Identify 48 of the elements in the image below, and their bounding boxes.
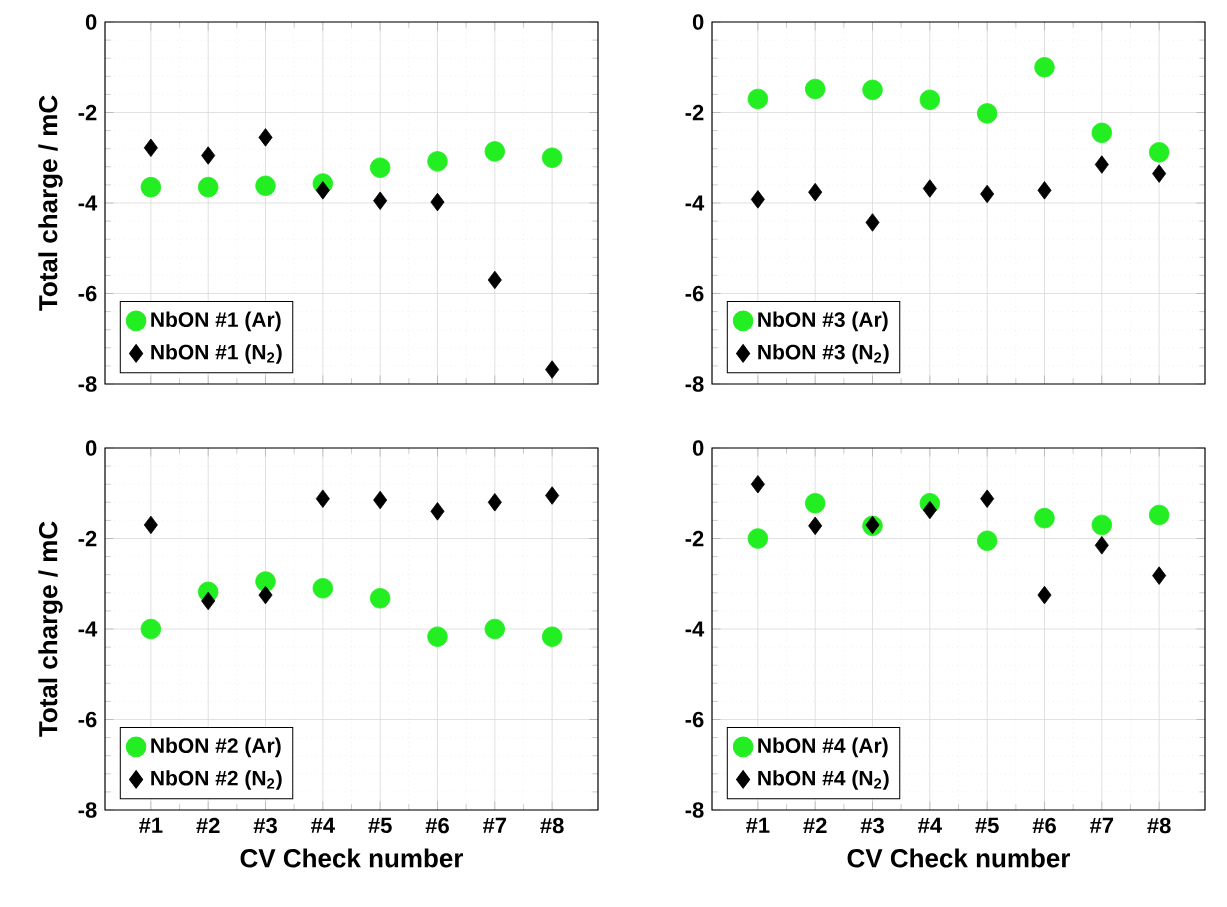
x-tick-label: #1 xyxy=(746,817,770,833)
x-tick-label: #8 xyxy=(540,817,564,834)
x-tick-label: #7 xyxy=(1089,817,1114,833)
x-axis-title: CV Check number xyxy=(847,848,1071,868)
y-axis-title: Total charge / mC xyxy=(38,521,63,737)
y-tick-label: -8 xyxy=(78,376,97,392)
x-tick-label: #5 xyxy=(975,817,999,834)
x-tick-label: #6 xyxy=(1032,817,1056,834)
legend-label: NbON #2 (Ar) xyxy=(151,737,281,758)
y-tick-label: -4 xyxy=(78,195,98,211)
legend-label: NbON #3 (N$_{2}$) xyxy=(758,344,889,364)
y-tick-label: -2 xyxy=(685,104,704,121)
legend-label: NbON #4 (Ar) xyxy=(758,737,888,758)
x-tick-label: #2 xyxy=(803,817,827,834)
y-tick-label: -6 xyxy=(78,285,97,302)
x-tick-label: #3 xyxy=(860,817,884,834)
x-tick-label: #2 xyxy=(196,817,220,834)
x-tick-label: #1 xyxy=(139,817,163,833)
legend-label: NbON #3 (Ar) xyxy=(758,311,888,332)
x-tick-label: #4 xyxy=(310,817,335,833)
y-tick-label: -6 xyxy=(685,285,704,302)
legend-label: NbON #1 (Ar) xyxy=(151,311,281,332)
x-tick-label: #3 xyxy=(253,817,277,834)
x-tick-label: #6 xyxy=(425,817,449,834)
y-tick-label: -4 xyxy=(685,195,705,211)
y-tick-label: 0 xyxy=(85,440,97,456)
x-tick-label: #7 xyxy=(482,817,507,833)
y-tick-label: 0 xyxy=(692,440,704,456)
y-tick-label: -4 xyxy=(78,621,98,637)
y-tick-label: 0 xyxy=(85,14,97,30)
y-tick-label: -2 xyxy=(78,104,97,121)
y-tick-label: -4 xyxy=(685,621,705,637)
x-tick-label: #4 xyxy=(917,817,942,833)
y-tick-label: -8 xyxy=(685,376,704,392)
x-axis-title: CV Check number xyxy=(240,848,464,868)
legend-label: NbON #1 (N$_{2}$) xyxy=(151,344,282,364)
y-axis-title: Total charge / mC xyxy=(38,95,63,311)
legend-label: NbON #2 (N$_{2}$) xyxy=(151,770,282,790)
y-tick-label: -8 xyxy=(78,802,97,818)
legend-label: NbON #4 (N$_{2}$) xyxy=(758,770,889,790)
y-tick-label: -2 xyxy=(685,530,704,547)
y-tick-label: -6 xyxy=(78,711,97,728)
y-tick-label: -6 xyxy=(685,711,704,728)
x-tick-label: #8 xyxy=(1147,817,1171,834)
y-tick-label: 0 xyxy=(692,14,704,30)
x-tick-label: #5 xyxy=(368,817,392,834)
y-tick-label: -8 xyxy=(685,802,704,818)
y-tick-label: -2 xyxy=(78,530,97,547)
